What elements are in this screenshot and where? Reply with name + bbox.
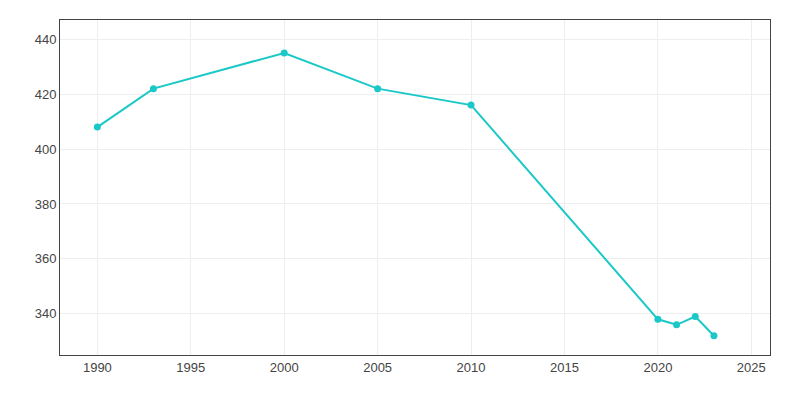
svg-text:420: 420	[35, 87, 57, 102]
svg-text:360: 360	[35, 251, 57, 266]
svg-text:1990: 1990	[83, 360, 112, 375]
svg-text:440: 440	[35, 32, 57, 47]
svg-text:2020: 2020	[643, 360, 672, 375]
svg-text:2015: 2015	[550, 360, 579, 375]
svg-text:2025: 2025	[737, 360, 766, 375]
svg-text:2000: 2000	[270, 360, 299, 375]
svg-text:380: 380	[35, 197, 57, 212]
svg-text:2005: 2005	[363, 360, 392, 375]
svg-text:400: 400	[35, 142, 57, 157]
svg-text:1995: 1995	[176, 360, 205, 375]
svg-text:2010: 2010	[457, 360, 486, 375]
svg-text:340: 340	[35, 306, 57, 321]
